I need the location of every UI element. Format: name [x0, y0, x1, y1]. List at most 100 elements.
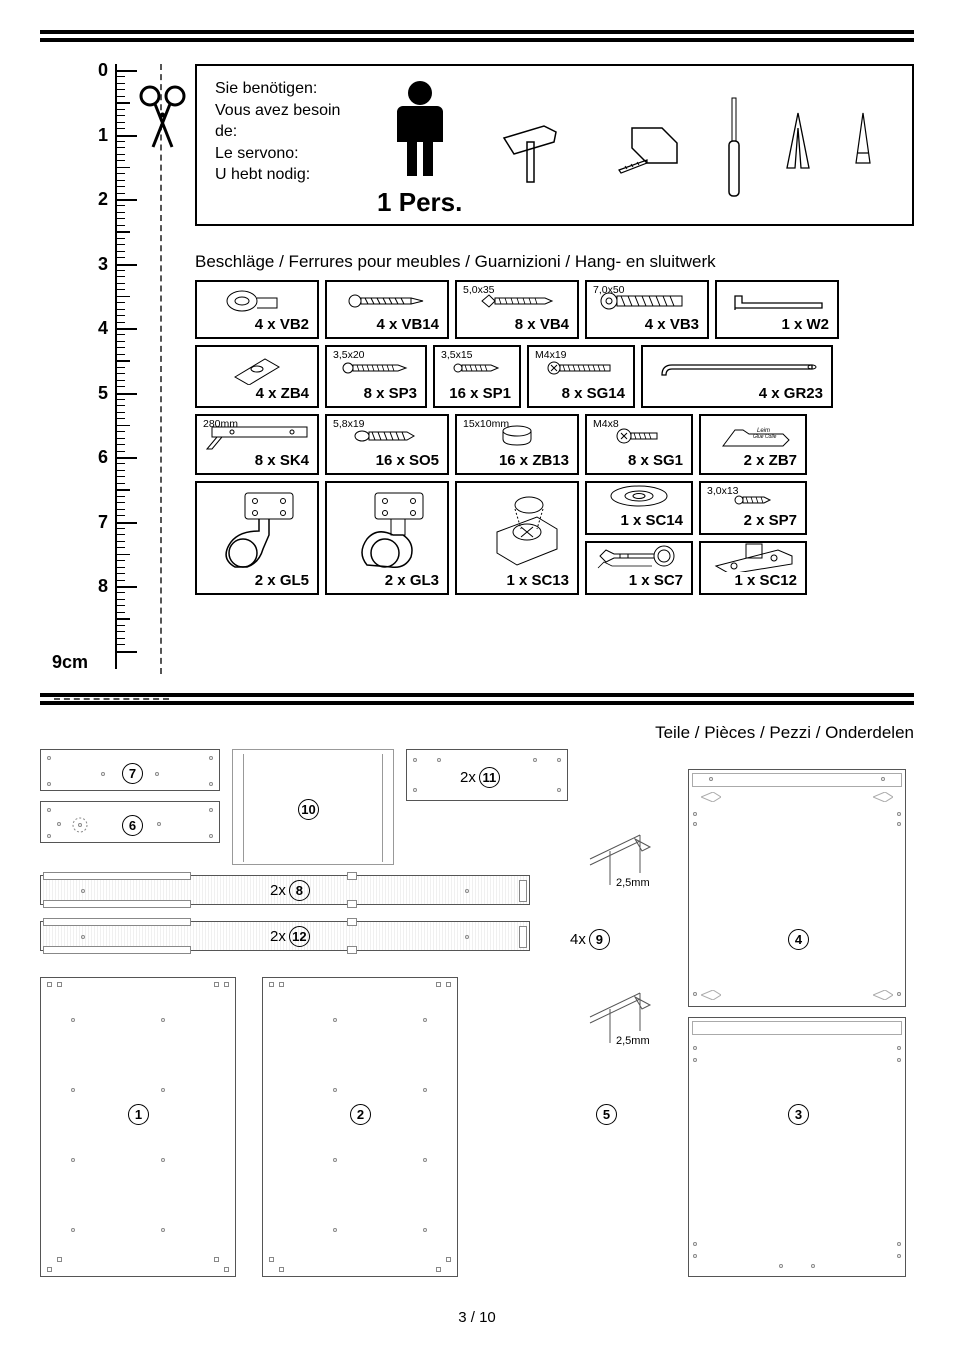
- hardware-title: Beschläge / Ferrures pour meubles / Guar…: [195, 252, 914, 272]
- hw-label: 4 x GR23: [647, 385, 827, 402]
- hw-label: 8 x SP3: [331, 385, 421, 402]
- hw-label: 8 x SG14: [533, 385, 629, 402]
- hw-sp1: 3,5x15 16 x SP1: [433, 345, 521, 408]
- part-num-7: 7: [122, 763, 143, 784]
- part-num-9: 9: [589, 929, 610, 950]
- hw-zb4: 4 x ZB4: [195, 345, 319, 408]
- part-num-4: 4: [788, 929, 809, 950]
- req-line-fr: Vous avez besoin de:: [215, 100, 347, 143]
- hw-sg1: M4x88 x SG1: [585, 414, 693, 475]
- hw-spec: 5,8x19: [333, 418, 365, 430]
- part-3: [688, 1017, 906, 1277]
- svg-text:Glue Colle: Glue Colle: [753, 434, 777, 440]
- part-num-11: 11: [479, 767, 500, 788]
- awl-icon: [848, 108, 878, 188]
- hardware-row-3: 280mm 8 x SK4 5,8x1916 x SO5 15x10mm 16 x …: [195, 414, 914, 475]
- hw-spec: 7,0x50: [593, 284, 625, 296]
- hw-so5: 5,8x1916 x SO5: [325, 414, 449, 475]
- hw-spec: 15x10mm: [463, 418, 509, 430]
- hw-vb4: 5,0x35 8 x VB4: [455, 280, 579, 339]
- hw-label: 8 x SG1: [591, 452, 687, 469]
- hw-vb3: 7,0x50 4 x VB3: [585, 280, 709, 339]
- mult-label: 2x: [270, 882, 286, 899]
- gap-label-1: 2,5mm: [616, 877, 650, 889]
- part-num-8: 8: [289, 880, 310, 901]
- hammer-icon: [494, 108, 574, 188]
- parts-title: Teile / Pièces / Pezzi / Onderdelen: [40, 723, 914, 743]
- ruler: // ticks will be injected below after da…: [40, 64, 175, 669]
- scissors-icon: [135, 82, 195, 152]
- part-num-10: 10: [298, 799, 319, 820]
- hw-zb7: LeimGlue Colle2 x ZB7: [699, 414, 807, 475]
- hw-sp3: 3,5x20 8 x SP3: [325, 345, 427, 408]
- hw-sg14: M4x19 8 x SG14: [527, 345, 635, 408]
- hw-label: 8 x SK4: [201, 452, 313, 469]
- hardware-row-1: 4 x VB2 4 x VB14 5,0x35 8 x VB4 7,0x50 4 x…: [195, 280, 914, 339]
- hw-label: 4 x VB3: [591, 316, 703, 333]
- hw-label: 1 x SC13: [461, 572, 573, 589]
- tape-measure-icon: [607, 108, 687, 188]
- hw-zb13: 15x10mm 16 x ZB13: [455, 414, 579, 475]
- hw-label: 2 x GL5: [201, 572, 313, 589]
- req-line-de: Sie benötigen:: [215, 78, 347, 100]
- part-4: [688, 769, 906, 1007]
- hw-sc13: 1 x SC13: [455, 481, 579, 595]
- hw-label: 8 x VB4: [461, 316, 573, 333]
- part-1: [40, 977, 236, 1277]
- hw-spec: 3,5x20: [333, 349, 365, 361]
- hw-label: 1 x SC14: [591, 512, 687, 529]
- hw-spec: 3,0x13: [707, 485, 739, 497]
- hw-label: 4 x ZB4: [201, 385, 313, 402]
- hw-vb2: 4 x VB2: [195, 280, 319, 339]
- req-line-it: Le servono:: [215, 143, 347, 165]
- parts-area: 7 6 10 2x 11: [40, 749, 914, 1299]
- hw-label: 4 x VB14: [331, 316, 443, 333]
- hw-spec: 3,5x15: [441, 349, 473, 361]
- hw-sc12: 1 x SC12: [699, 541, 807, 595]
- hw-label: 2 x ZB7: [705, 452, 801, 469]
- ruler-column: // ticks will be injected below after da…: [40, 64, 175, 669]
- part-num-6: 6: [122, 815, 143, 836]
- hw-label: 16 x SP1: [439, 385, 515, 402]
- hw-label: 1 x SC7: [591, 572, 687, 589]
- hw-w2: 1 x W2: [715, 280, 839, 339]
- hw-label: 4 x VB2: [201, 316, 313, 333]
- part-num-1: 1: [128, 1104, 149, 1125]
- hw-vb14: 4 x VB14: [325, 280, 449, 339]
- mid-rule: [40, 693, 914, 705]
- hw-gl5: 2 x GL5: [195, 481, 319, 595]
- hw-spec: 5,0x35: [463, 284, 495, 296]
- gap-label-2: 2,5mm: [616, 1035, 650, 1047]
- mult-label: 2x: [270, 928, 286, 945]
- hw-label: 2 x GL3: [331, 572, 443, 589]
- hw-sp7: 3,0x13 2 x SP7: [699, 481, 807, 535]
- hardware-row-2: 4 x ZB4 3,5x20 8 x SP3 3,5x15 16 x SP1 M4x…: [195, 345, 914, 408]
- top-rule: [40, 30, 914, 42]
- phillips-icon: [781, 108, 816, 188]
- screwdriver-icon: [719, 93, 749, 203]
- cut-line-horizontal: [54, 698, 169, 700]
- cut-line-vertical: [160, 64, 162, 674]
- part-num-2: 2: [350, 1104, 371, 1125]
- hw-spec: 280mm: [203, 418, 238, 430]
- hw-label: 1 x SC12: [705, 572, 801, 589]
- hw-spec: M4x19: [535, 349, 567, 361]
- ruler-unit: 9cm: [52, 652, 88, 673]
- requirements-text: Sie benötigen: Vous avez besoin de: Le s…: [215, 78, 347, 186]
- req-line-nl: U hebt nodig:: [215, 164, 347, 186]
- hw-sk4: 280mm 8 x SK4: [195, 414, 319, 475]
- requirements-box: Sie benötigen: Vous avez besoin de: Le s…: [195, 64, 914, 226]
- hw-gl3: 2 x GL3: [325, 481, 449, 595]
- hw-sc14: 1 x SC14: [585, 481, 693, 535]
- hw-label: 2 x SP7: [705, 512, 801, 529]
- part-num-5: 5: [596, 1104, 617, 1125]
- part-num-3: 3: [788, 1104, 809, 1125]
- hw-label: 1 x W2: [721, 316, 833, 333]
- hw-label: 16 x ZB13: [461, 452, 573, 469]
- hw-sc7: 1 x SC7: [585, 541, 693, 595]
- part-num-12: 12: [289, 926, 310, 947]
- persons-label: 1 Pers.: [377, 187, 462, 218]
- persons-icon: 1 Pers.: [377, 78, 462, 218]
- hw-gr23: 4 x GR23: [641, 345, 833, 408]
- part-2: [262, 977, 458, 1277]
